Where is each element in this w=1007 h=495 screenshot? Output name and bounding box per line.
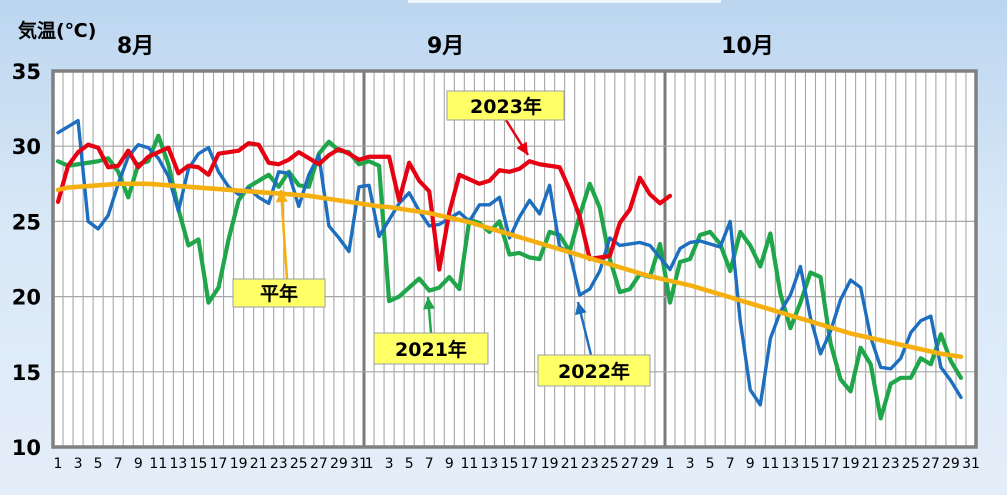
- y-tick-label: 15: [12, 361, 41, 385]
- x-tick-label: 29: [942, 456, 960, 472]
- x-tick-label: 11: [149, 456, 167, 472]
- x-tick-label: 23: [270, 456, 288, 472]
- y-tick-label: 10: [12, 436, 41, 460]
- x-tick-label: 7: [726, 456, 735, 472]
- x-tick-label: 25: [290, 456, 308, 472]
- x-tick-label: 31: [350, 456, 368, 472]
- x-tick-label: 3: [385, 456, 394, 472]
- legend-box: [537, 354, 651, 387]
- x-tick-label: 7: [425, 456, 434, 472]
- x-tick-label: 21: [561, 456, 579, 472]
- x-tick-label: 29: [330, 456, 348, 472]
- legend-box: [373, 332, 489, 365]
- x-tick-label: 25: [601, 456, 619, 472]
- x-tick-label: 15: [802, 456, 820, 472]
- x-tick-label: 27: [310, 456, 328, 472]
- x-tick-label: 27: [922, 456, 940, 472]
- series-line: [56, 118, 963, 407]
- legend-box: [446, 90, 565, 121]
- x-tick-label: 21: [250, 456, 268, 472]
- x-tick-label: 9: [445, 456, 454, 472]
- x-tick-label: 11: [761, 456, 779, 472]
- legend-box: [232, 278, 326, 308]
- x-tick-label: 1: [54, 456, 63, 472]
- series-line: [55, 133, 964, 421]
- x-tick-label: 23: [581, 456, 599, 472]
- series-lines: [55, 118, 964, 421]
- legend-label: 2023年: [470, 95, 542, 118]
- x-tick-label: 13: [169, 456, 187, 472]
- x-tick-label: 17: [210, 456, 228, 472]
- callout-arrow-line: [279, 189, 289, 280]
- x-tick-label: 23: [882, 456, 900, 472]
- x-tick-label: 31: [962, 456, 980, 472]
- x-tick-label: 19: [541, 456, 559, 472]
- x-tick-label: 17: [521, 456, 539, 472]
- x-tick-label: 17: [822, 456, 840, 472]
- x-tick-label: 15: [190, 456, 208, 472]
- x-tick-label: 29: [641, 456, 659, 472]
- x-tick-label: 9: [746, 456, 755, 472]
- x-tick-label: 25: [902, 456, 920, 472]
- legend-label: 平年: [260, 282, 298, 305]
- x-tick-label: 19: [842, 456, 860, 472]
- x-tick-label: 13: [781, 456, 799, 472]
- series-line: [55, 181, 964, 360]
- x-tick-label: 9: [134, 456, 143, 472]
- callout-arrow-head: [516, 141, 528, 155]
- x-axis-ticks: 1 3 5 7 9 11 13 15 17 19 21 23 25 27 29 311 3 5 7 9 11 13 15 17…: [54, 456, 980, 472]
- month-label: 9月: [427, 34, 464, 59]
- legend-label: 2021年: [395, 338, 467, 361]
- x-tick-label: 27: [621, 456, 639, 472]
- callout-arrow-head: [423, 297, 435, 310]
- month-label: 10月: [721, 34, 774, 59]
- y-axis-label: 気温(℃): [18, 19, 96, 42]
- series-line: [55, 141, 673, 272]
- x-tick-label: 11: [460, 456, 478, 472]
- legend-label: 2022年: [558, 360, 630, 383]
- month-labels: 8月 9月 10月: [117, 34, 774, 59]
- y-tick-label: 35: [12, 60, 41, 84]
- x-tick-label: 3: [686, 456, 695, 472]
- month-label: 8月: [117, 34, 154, 59]
- x-tick-label: 1: [365, 456, 374, 472]
- title-strip: [408, 0, 721, 3]
- callout-arrow-head: [275, 190, 288, 203]
- x-tick-label: 7: [114, 456, 123, 472]
- y-axis-ticks: 10 15 20 25 30 35: [12, 60, 41, 460]
- plot-border: [51, 69, 978, 449]
- x-tick-label: 1: [666, 456, 675, 472]
- x-tick-label: 5: [405, 456, 414, 472]
- y-tick-label: 30: [12, 135, 41, 159]
- x-tick-label: 5: [94, 456, 103, 472]
- x-tick-label: 15: [501, 456, 519, 472]
- x-tick-label: 5: [706, 456, 715, 472]
- x-tick-label: 13: [481, 456, 499, 472]
- y-tick-label: 20: [12, 286, 41, 310]
- y-tick-label: 25: [12, 210, 41, 234]
- grid: [51, 69, 978, 449]
- x-tick-label: 19: [230, 456, 248, 472]
- x-tick-label: 3: [74, 456, 83, 472]
- callout-arrow-head: [575, 302, 587, 316]
- x-tick-label: 21: [862, 456, 880, 472]
